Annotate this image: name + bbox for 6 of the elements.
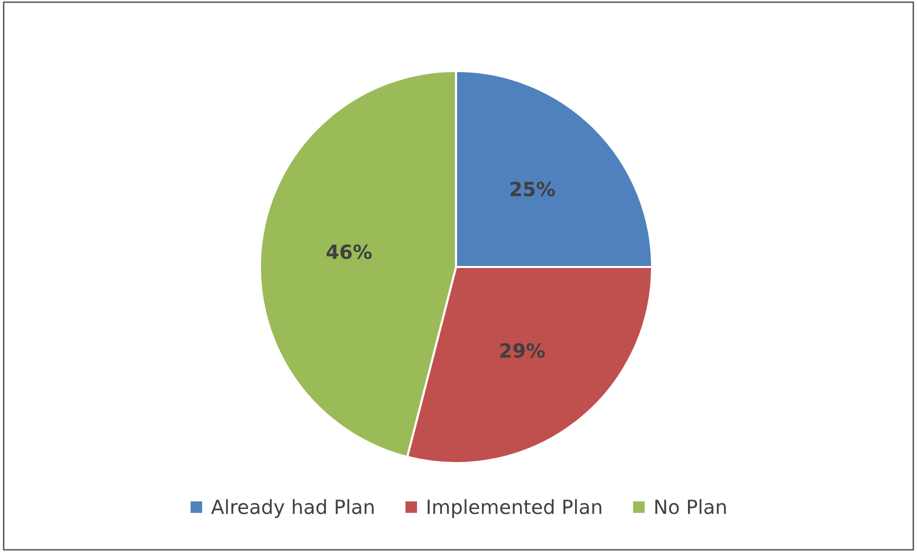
legend-label: Implemented Plan xyxy=(428,499,602,518)
data-label: 29% xyxy=(500,343,545,358)
legend-label: No Plan xyxy=(655,499,726,514)
data-label: 25% xyxy=(510,182,555,196)
data-label: 46% xyxy=(326,244,372,260)
legend-label: Already had Plan xyxy=(211,499,374,518)
